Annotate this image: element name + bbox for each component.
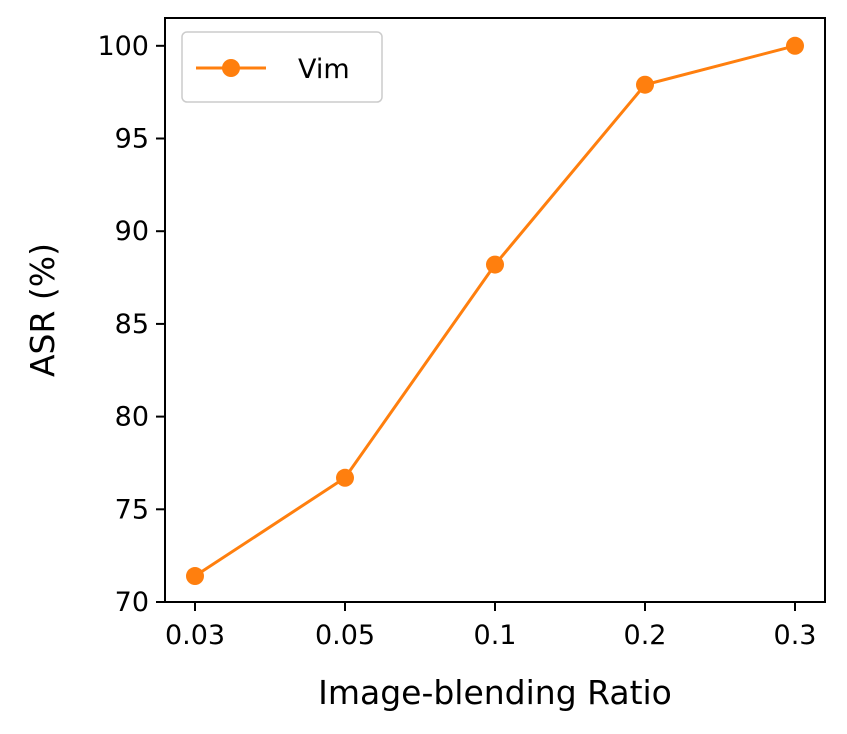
x-tick-label: 0.2 — [624, 620, 667, 651]
legend-point-marker — [222, 59, 240, 77]
data-point — [486, 255, 504, 274]
y-tick-label: 100 — [97, 31, 149, 62]
legend-box — [181, 31, 383, 103]
series-layer — [186, 36, 804, 586]
x-tick-label: 0.3 — [774, 620, 817, 651]
y-tick-label: 85 — [115, 309, 149, 340]
y-tick-label: 90 — [115, 216, 149, 247]
y-axis-ticks: 70 75 80 85 90 95 100 — [97, 31, 165, 618]
y-tick-label: 70 — [115, 587, 149, 618]
x-axis-label: Image-blending Ratio — [318, 673, 672, 712]
x-axis-ticks: 0.03 0.05 0.1 0.2 0.3 — [165, 602, 817, 651]
plot-frame — [164, 17, 826, 603]
data-point — [636, 75, 654, 94]
y-tick-label: 80 — [115, 402, 149, 433]
y-tick-label: 75 — [115, 494, 149, 525]
legend-label: Vim — [298, 54, 350, 85]
y-tick-label: 95 — [115, 124, 149, 155]
x-tick-label: 0.1 — [474, 620, 517, 651]
series-line — [194, 44, 796, 578]
data-point — [186, 567, 204, 586]
data-point — [786, 36, 804, 55]
legend: Vim — [181, 31, 383, 103]
x-tick-label: 0.03 — [165, 620, 225, 651]
y-axis-label: ASR (%) — [23, 243, 62, 377]
x-tick-label: 0.05 — [315, 620, 375, 651]
data-point — [336, 468, 354, 487]
